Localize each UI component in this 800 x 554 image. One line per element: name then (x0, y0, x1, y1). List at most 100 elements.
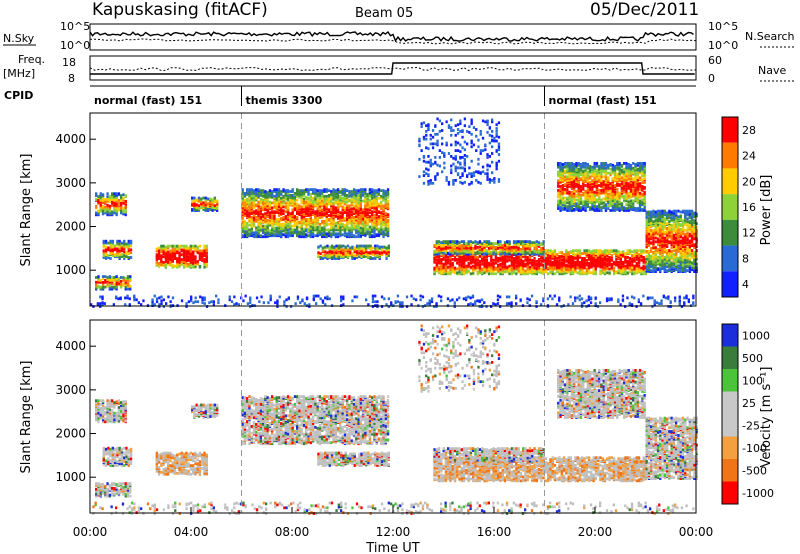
range-gate-cell (339, 225, 342, 229)
range-gate-cell (167, 255, 170, 259)
range-gate-cell (574, 257, 577, 260)
range-gate-cell (97, 199, 100, 202)
range-gate-cell (451, 258, 454, 261)
range-gate-cell (549, 265, 552, 269)
range-gate-cell (576, 249, 579, 253)
range-gate-cell (314, 197, 317, 201)
range-gate-cell (556, 256, 559, 259)
range-gate-cell (472, 269, 475, 273)
range-gate-cell (197, 196, 201, 200)
range-gate-cell (440, 269, 443, 273)
range-gate-cell (284, 210, 287, 214)
range-gate-cell (519, 262, 523, 266)
range-gate-cell (444, 240, 448, 243)
range-gate-cell (462, 242, 466, 245)
range-gate-cell (522, 246, 525, 249)
range-gate-cell (259, 197, 262, 201)
range-gate-cell (591, 204, 594, 208)
range-gate-cell (95, 192, 98, 196)
range-gate-cell (451, 247, 454, 251)
range-gate-cell (259, 217, 262, 220)
range-gate-cell (497, 266, 500, 270)
range-gate-cell (336, 235, 340, 239)
range-gate-cell (162, 255, 165, 259)
range-gate-cell (597, 264, 600, 268)
range-gate-cell (316, 234, 319, 238)
range-gate-cell (433, 249, 436, 253)
range-gate-cell (255, 194, 258, 197)
range-gate-cell (560, 258, 563, 262)
range-gate-cell (570, 163, 574, 167)
range-gate-cell (104, 257, 108, 260)
range-gate-cell (346, 194, 349, 197)
range-gate-cell (373, 229, 376, 233)
range-gate-cell (626, 262, 629, 266)
range-gate-cell (111, 245, 114, 249)
range-gate-cell (378, 251, 381, 255)
range-gate-cell (243, 235, 247, 239)
range-gate-cell (592, 260, 595, 264)
range-gate-cell (556, 269, 559, 273)
range-gate-cell (204, 198, 207, 202)
range-gate-cell (517, 252, 520, 256)
range-gate-cell (487, 272, 491, 276)
range-gate-cell (124, 287, 127, 291)
range-gate-cell (126, 279, 130, 282)
range-gate-cell (537, 243, 541, 246)
range-gate-cell (189, 249, 192, 253)
range-gate-cell (542, 256, 545, 259)
range-gate-cell (449, 259, 452, 263)
range-gate-cell (384, 198, 387, 202)
range-gate-cell (99, 280, 102, 284)
range-gate-cell (284, 234, 287, 238)
range-gate-cell (577, 184, 580, 187)
range-gate-cell (196, 262, 199, 265)
range-gate-cell (353, 248, 356, 252)
range-gate-cell (282, 222, 285, 226)
range-gate-cell (386, 232, 390, 236)
range-gate-cell (192, 262, 195, 265)
range-gate-cell (540, 247, 543, 250)
range-gate-cell (542, 270, 545, 274)
range-gate-cell (182, 260, 186, 263)
range-gate-cell (631, 254, 634, 257)
range-gate-cell (597, 258, 600, 261)
range-gate-cell (291, 202, 294, 206)
range-gate-cell (330, 256, 334, 259)
range-gate-cell (583, 265, 586, 269)
range-gate-cell (343, 200, 347, 204)
range-gate-cell (472, 264, 475, 268)
range-gate-cell (577, 172, 580, 176)
range-gate-cell (323, 190, 326, 193)
range-gate-cell (456, 261, 459, 265)
range-gate-cell (205, 254, 208, 258)
range-gate-cell (364, 197, 367, 201)
range-gate-cell (257, 206, 260, 210)
range-gate-cell (209, 201, 212, 205)
range-gate-cell (570, 185, 574, 188)
range-gate-cell (469, 272, 473, 276)
range-gate-cell (109, 239, 112, 243)
range-gate-cell (512, 261, 516, 265)
range-gate-cell (533, 249, 536, 253)
range-gate-cell (167, 252, 170, 256)
range-gate-cell (257, 210, 260, 214)
range-gate-cell (377, 215, 381, 218)
range-gate-cell (355, 247, 359, 251)
range-gate-cell (359, 231, 362, 235)
range-gate-cell (268, 203, 272, 207)
range-gate-cell (385, 252, 388, 256)
range-gate-cell (169, 249, 172, 253)
range-gate-cell (570, 204, 574, 208)
range-gate-cell (499, 252, 502, 256)
range-gate-cell (501, 246, 504, 249)
range-gate-cell (321, 194, 324, 198)
range-gate-cell (302, 210, 306, 214)
range-gate-cell (332, 231, 335, 235)
range-gate-cell (435, 240, 438, 243)
range-gate-cell (635, 261, 638, 265)
range-gate-cell (243, 227, 247, 231)
range-gate-cell (117, 201, 121, 205)
range-gate-cell (341, 222, 344, 226)
range-gate-cell (465, 244, 468, 247)
